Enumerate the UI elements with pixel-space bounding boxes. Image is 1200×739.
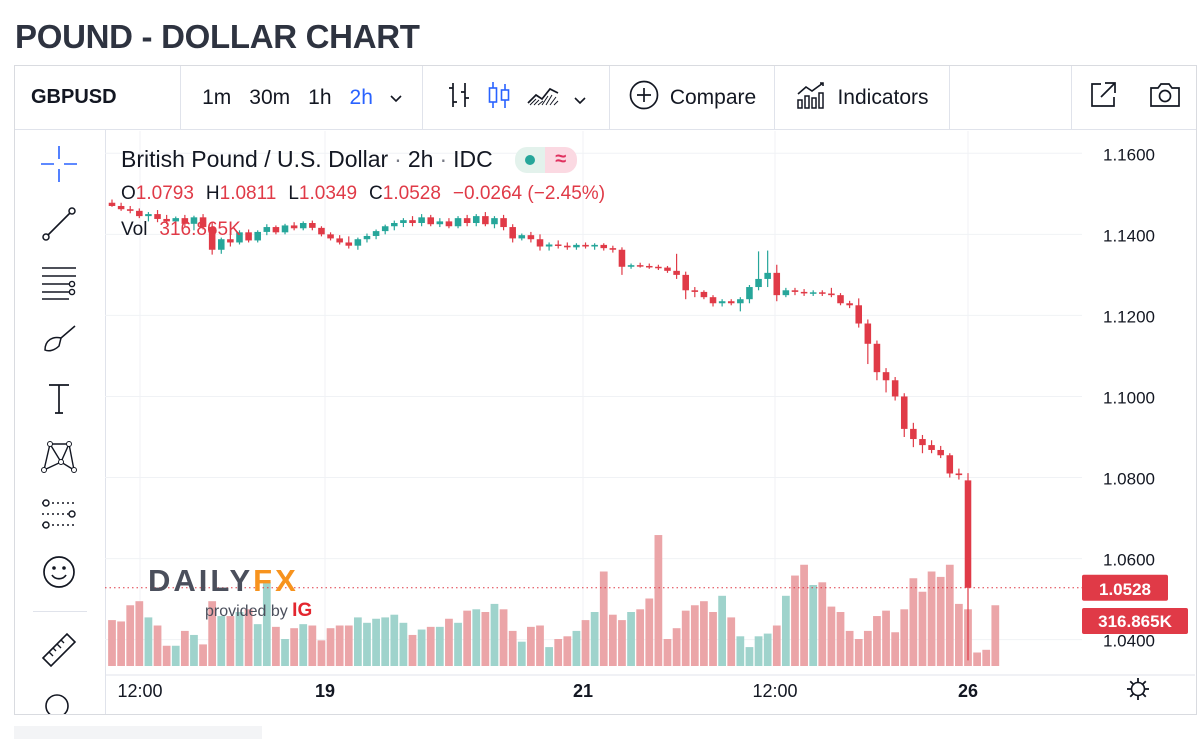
bar-chart-icon[interactable] <box>446 80 472 116</box>
drawing-toolbar-separator <box>33 611 87 612</box>
fib-tool[interactable] <box>35 258 83 306</box>
toolbar-separator <box>422 66 423 129</box>
dailyfx-logo: DAILYFX provided by IG <box>148 563 312 621</box>
brush-icon <box>44 325 76 352</box>
icon-tool[interactable] <box>35 548 83 596</box>
interval-group: 1m 30m 1h 2h <box>181 66 422 129</box>
volume-legend: Vol 316.865K <box>121 219 241 241</box>
toolbar-separator <box>180 66 181 129</box>
legend-interval: 2h <box>407 146 434 172</box>
interval-1h[interactable]: 1h <box>308 85 332 109</box>
trend-line-icon <box>42 207 76 241</box>
chart-type-dropdown-icon[interactable] <box>574 85 586 111</box>
symbol-search-button[interactable]: GBPUSD <box>31 86 117 108</box>
chart-type-group <box>423 66 609 129</box>
logo-daily: DAILY <box>148 563 254 598</box>
high-value: 1.0811 <box>219 183 277 204</box>
open-key: O <box>121 183 136 204</box>
market-status-pill[interactable]: ≈ <box>514 146 577 173</box>
trend-line-tool[interactable] <box>35 200 83 248</box>
close-value: 1.0528 <box>382 183 441 204</box>
legend-separator: · <box>394 146 402 172</box>
interval-1m[interactable]: 1m <box>202 85 232 109</box>
toolbar-separator <box>774 66 775 129</box>
pattern-tool[interactable] <box>35 432 83 480</box>
page-title: POUND - DOLLAR CHART <box>15 18 420 55</box>
camera-icon <box>1148 81 1182 115</box>
ohlc-legend: O1.0793 H1.0811 L1.0349 C1.0528 −0.0264 … <box>121 183 605 205</box>
ruler-icon <box>41 632 77 668</box>
legend-separator: · <box>439 146 448 172</box>
volume-value: 316.865K <box>159 219 241 240</box>
close-key: C <box>369 183 383 204</box>
top-toolbar: GBPUSD 1m 30m 1h 2h <box>15 66 1196 130</box>
delayed-data-icon: ≈ <box>544 146 577 173</box>
volume-key: Vol <box>121 219 148 240</box>
indicators-icon <box>795 80 827 116</box>
indicators-button[interactable]: Indicators <box>775 66 949 129</box>
interval-30m[interactable]: 30m <box>249 85 291 109</box>
logo-subtitle: provided by IG <box>205 600 312 622</box>
crosshair-tool[interactable] <box>35 140 83 188</box>
fib-retracement-icon <box>42 267 76 300</box>
open-value: 1.0793 <box>135 183 194 204</box>
pattern-icon <box>41 441 77 473</box>
chart-legend-title: British Pound / U.S. Dollar · 2h · IDC ≈ <box>121 146 577 173</box>
plus-circle-icon <box>628 79 660 117</box>
text-tool[interactable] <box>35 374 83 422</box>
screenshot-button[interactable] <box>1134 66 1196 129</box>
market-open-icon <box>514 146 545 173</box>
drawing-toolbar <box>15 130 106 714</box>
brush-tool[interactable] <box>35 316 83 364</box>
indicators-label: Indicators <box>837 85 929 109</box>
measure-tool[interactable] <box>35 626 83 674</box>
compare-button[interactable]: Compare <box>610 66 774 129</box>
ig-logo: IG <box>292 600 313 621</box>
change-value: −0.0264 (−2.45%) <box>452 183 606 204</box>
interval-2h[interactable]: 2h <box>349 85 373 109</box>
interval-dropdown-icon[interactable] <box>382 90 410 106</box>
candles-icon[interactable] <box>486 80 512 116</box>
toolbar-separator <box>609 66 610 129</box>
fullscreen-button[interactable] <box>1072 66 1134 129</box>
prediction-tool[interactable] <box>35 490 83 538</box>
legend-source: IDC <box>453 146 493 172</box>
provided-by-text: provided by <box>205 603 288 620</box>
smiley-icon <box>43 556 75 588</box>
logo-wordmark: DAILYFX <box>148 563 299 599</box>
logo-fx: FX <box>253 563 299 598</box>
external-link-icon <box>1088 80 1118 116</box>
high-key: H <box>205 183 220 204</box>
crosshair-icon <box>41 146 77 182</box>
bottom-strip <box>14 726 262 739</box>
text-icon <box>49 384 69 414</box>
zoom-tool[interactable] <box>35 678 83 714</box>
toolbar-separator <box>1071 66 1072 129</box>
magnifier-icon <box>45 694 69 714</box>
low-key: L <box>288 183 299 204</box>
legend-symbol-name: British Pound / U.S. Dollar <box>121 146 389 172</box>
area-chart-icon[interactable] <box>526 83 560 113</box>
forecast-icon <box>42 499 76 529</box>
toolbar-separator <box>949 66 950 129</box>
compare-label: Compare <box>669 85 757 109</box>
low-value: 1.0349 <box>298 183 358 204</box>
